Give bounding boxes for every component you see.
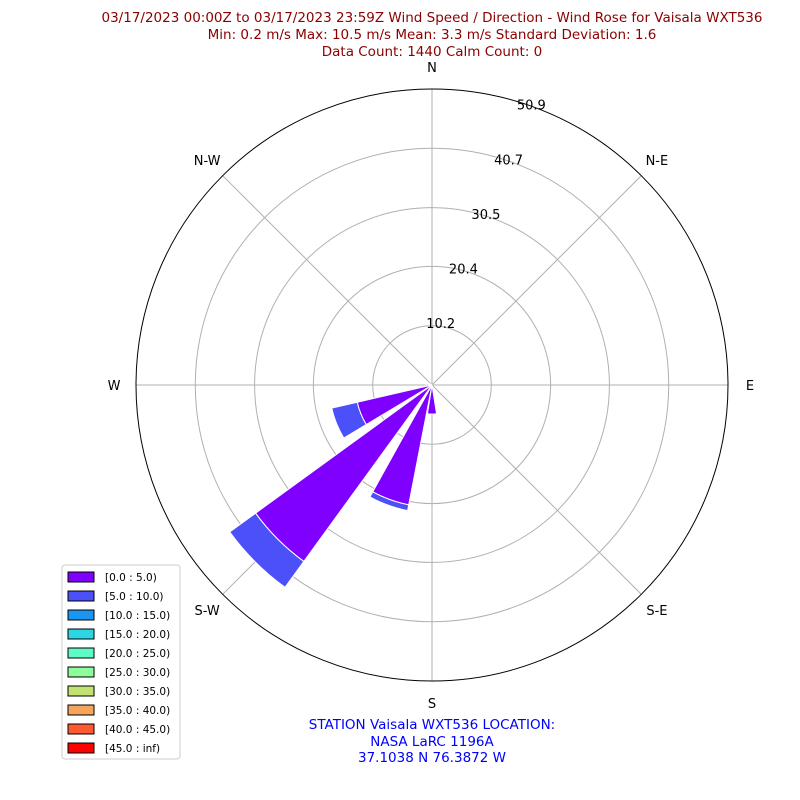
legend-entry: [0.0 : 5.0)	[105, 572, 157, 584]
wind-bar-segment	[428, 382, 433, 386]
legend-swatch	[67, 666, 95, 678]
ring-value-label: 40.7	[494, 153, 523, 168]
ring-value-label: 50.9	[517, 99, 546, 114]
title-line-2: Min: 0.2 m/s Max: 10.5 m/s Mean: 3.3 m/s…	[208, 27, 657, 43]
grid-spoke	[431, 384, 642, 595]
direction-label: S-E	[646, 604, 667, 619]
ring-value-label: 30.5	[471, 208, 500, 223]
wind-bar-segment	[369, 491, 410, 512]
legend-entry: [40.0 : 45.0)	[105, 724, 170, 736]
station-line-2: NASA LaRC 1196A	[370, 734, 494, 750]
legend-entry: [20.0 : 25.0)	[105, 648, 170, 660]
station-info: STATION Vaisala WXT536 LOCATION: NASA La…	[309, 717, 555, 766]
wind-bars	[229, 382, 438, 588]
legend-swatch	[67, 571, 95, 583]
grid-spoke	[431, 175, 642, 386]
legend-entry: [30.0 : 35.0)	[105, 686, 170, 698]
legend-entry: [35.0 : 40.0)	[105, 705, 170, 717]
outer-ring	[135, 88, 729, 682]
station-line-3: 37.1038 N 76.3872 W	[358, 750, 506, 766]
direction-label: N	[427, 61, 437, 76]
title-line-3: Data Count: 1440 Calm Count: 0	[322, 44, 543, 60]
wind-bar-segment	[425, 383, 433, 387]
wind-bar-segment	[229, 512, 305, 588]
legend-entry: [5.0 : 10.0)	[105, 591, 163, 603]
direction-labels: N N-E E S-E S S-W W N-W	[108, 61, 755, 712]
legend-swatch	[67, 685, 95, 697]
title-line-1: 03/17/2023 00:00Z to 03/17/2023 23:59Z W…	[102, 10, 763, 26]
chart-title: 03/17/2023 00:00Z to 03/17/2023 23:59Z W…	[102, 10, 763, 60]
wind-bar-segment	[426, 384, 438, 415]
direction-label: S-W	[194, 604, 219, 619]
direction-label: N-W	[194, 154, 221, 169]
legend-swatch	[67, 609, 95, 621]
legend-entry: [15.0 : 20.0)	[105, 629, 170, 641]
ring-value-label: 10.2	[426, 317, 455, 332]
legend-entry: [45.0 : inf)	[105, 743, 160, 755]
station-line-1: STATION Vaisala WXT536 LOCATION:	[309, 717, 555, 733]
legend-swatch	[67, 647, 95, 659]
legend-entry: [10.0 : 15.0)	[105, 610, 170, 622]
wind-bar-segment	[331, 401, 367, 439]
direction-label: N-E	[646, 154, 669, 169]
direction-label: S	[428, 697, 436, 712]
ring-value-label: 20.4	[449, 262, 478, 277]
grid-spoke	[222, 175, 433, 386]
legend-swatch	[67, 723, 95, 735]
direction-label: W	[108, 379, 121, 394]
legend-swatch	[67, 704, 95, 716]
legend-swatch	[67, 590, 95, 602]
legend-swatch	[67, 742, 95, 754]
legend: [0.0 : 5.0) [5.0 : 10.0) [10.0 : 15.0) [15.…	[61, 564, 181, 760]
legend-swatch	[67, 628, 95, 640]
legend-entry: [25.0 : 30.0)	[105, 667, 170, 679]
direction-label: E	[746, 379, 754, 394]
ring-labels: 10.2 20.4 30.5 40.7 50.9	[426, 99, 546, 333]
